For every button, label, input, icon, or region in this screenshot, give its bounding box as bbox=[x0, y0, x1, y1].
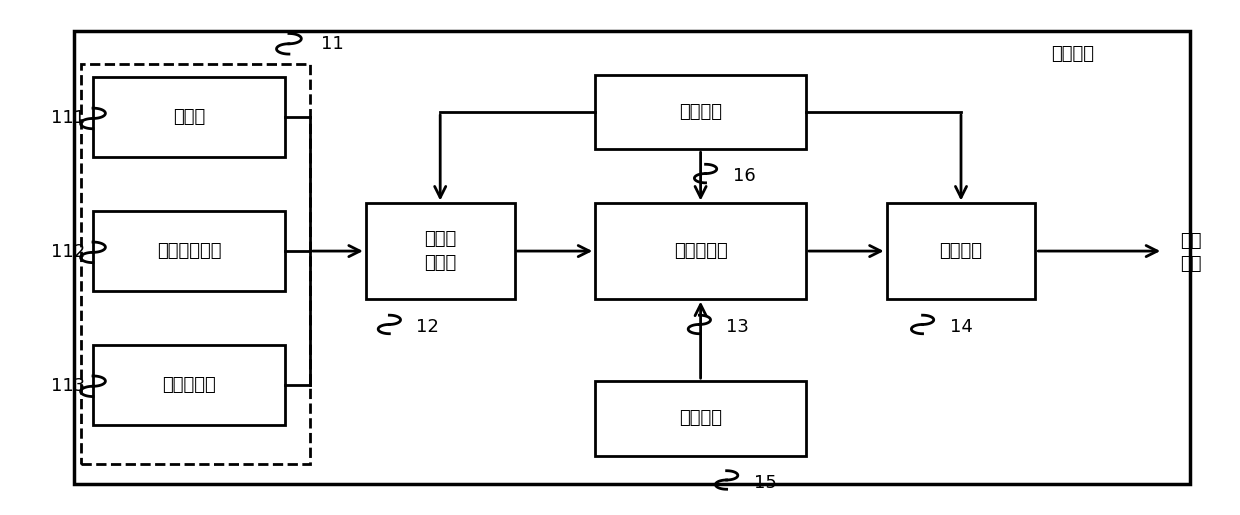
FancyBboxPatch shape bbox=[81, 64, 310, 464]
Text: 13: 13 bbox=[727, 318, 749, 336]
Text: 加速度传感器: 加速度传感器 bbox=[156, 242, 222, 260]
Text: 检测终端: 检测终端 bbox=[1052, 45, 1094, 63]
Text: 112: 112 bbox=[51, 244, 86, 261]
FancyBboxPatch shape bbox=[366, 203, 515, 299]
Text: 15: 15 bbox=[754, 474, 776, 491]
Text: 射频
信号: 射频 信号 bbox=[1179, 232, 1202, 273]
Text: 电源模块: 电源模块 bbox=[680, 103, 722, 121]
Text: 12: 12 bbox=[417, 318, 439, 336]
FancyBboxPatch shape bbox=[93, 345, 285, 425]
Text: 113: 113 bbox=[51, 377, 86, 395]
Text: 14: 14 bbox=[950, 318, 972, 336]
Text: 16: 16 bbox=[733, 167, 755, 185]
FancyBboxPatch shape bbox=[595, 75, 806, 149]
Text: 11: 11 bbox=[321, 35, 343, 53]
FancyBboxPatch shape bbox=[595, 203, 806, 299]
Text: 通信模块: 通信模块 bbox=[940, 242, 982, 260]
Text: 中央控制器: 中央控制器 bbox=[673, 242, 728, 260]
FancyBboxPatch shape bbox=[74, 31, 1190, 484]
FancyBboxPatch shape bbox=[887, 203, 1035, 299]
Text: 时钟模块: 时钟模块 bbox=[680, 409, 722, 427]
FancyBboxPatch shape bbox=[93, 77, 285, 157]
Text: 电流互感器: 电流互感器 bbox=[162, 376, 216, 394]
Text: 111: 111 bbox=[51, 110, 86, 127]
FancyBboxPatch shape bbox=[595, 381, 806, 456]
Text: 数据采
集模块: 数据采 集模块 bbox=[424, 230, 456, 272]
FancyBboxPatch shape bbox=[93, 211, 285, 291]
Text: 传声器: 传声器 bbox=[172, 108, 206, 126]
